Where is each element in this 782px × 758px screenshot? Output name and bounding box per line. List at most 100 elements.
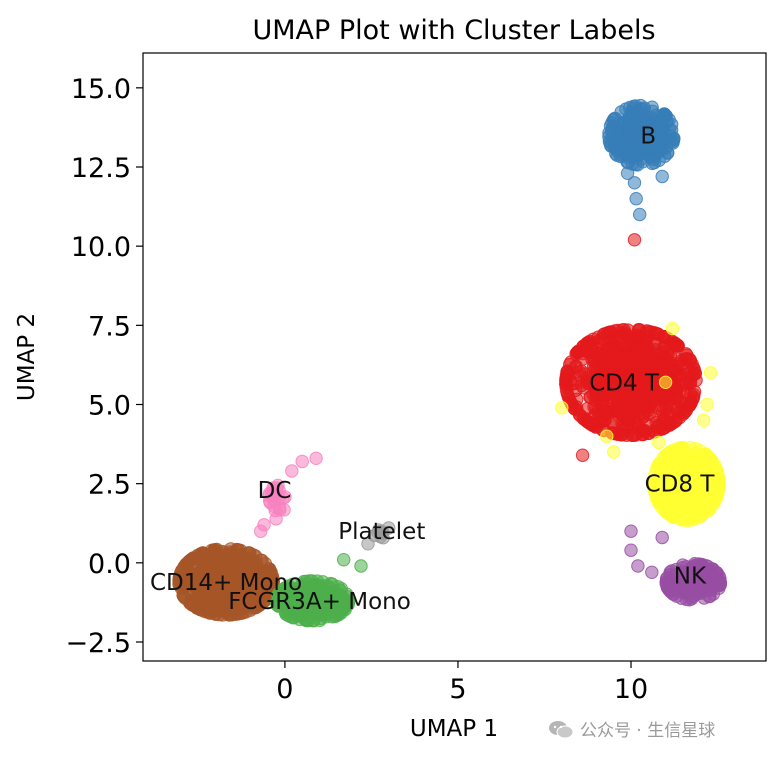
point-cd4-t [601,326,615,340]
point-cd14-mono [212,562,226,576]
point-b [620,166,635,181]
point-cd4-t [631,377,645,392]
point-nk [645,565,659,579]
point-b [627,176,642,190]
point-nk [655,530,669,545]
point-nk [691,582,705,597]
y-tick-label: 10.0 [71,232,131,263]
y-tick-label: 0.0 [88,549,131,580]
cluster-label-nk: NK [674,564,707,590]
y-tick-label: 15.0 [71,74,131,105]
point-cd4-t [636,409,650,424]
x-axis-label: UMAP 1 [410,716,498,742]
point-cd8-t [607,445,621,459]
point-b [641,134,656,149]
point-cd8-t [652,456,666,471]
point-b [633,207,647,222]
point-cd4-t [560,387,575,401]
point-cd8-t [669,448,684,463]
watermark-text: 公众号 · 生信星球 [580,721,716,741]
point-nk [711,578,726,592]
point-cd4-t [656,350,670,365]
point-platelet [361,537,375,551]
point-b [628,150,642,165]
point-cd4-t [568,376,582,391]
cluster-label-cd8-t: CD8 T [645,472,716,498]
point-dc [266,481,280,495]
chart-title: UMAP Plot with Cluster Labels [252,15,655,46]
point-cd4-t [583,337,598,351]
point-cd8-t [703,502,717,516]
point-cd4-t [586,365,600,379]
point-dc [285,464,299,478]
point-cd4-t [664,336,678,350]
wechat-icon [549,721,574,739]
point-fcgr3a-mono [308,583,322,597]
point-dc [309,451,323,465]
watermark: 公众号 · 生信星球 [548,716,715,741]
point-cd4-t [628,391,642,405]
point-cd14-mono [254,569,268,584]
point-b [655,169,669,184]
point-cd14-mono [183,568,197,582]
point-cd4-t [574,364,588,378]
point-cd4-t [641,340,655,355]
point-nk [694,569,709,584]
point-nk [692,557,706,571]
cluster-label-fcgr3a-mono: FCGR3A+ Mono [228,589,411,615]
plot-frame [142,52,767,662]
point-cd4-t [634,361,649,376]
point-fcgr3a-mono [301,593,316,608]
point-fcgr3a-mono [326,600,340,615]
cluster-label-cd14-mono: CD14+ Mono [150,570,302,596]
point-cd8-t [678,457,692,472]
y-tick-label: 12.5 [71,153,131,184]
point-fcgr3a-mono [306,613,320,628]
point-cd4-t [678,405,692,419]
point-nk [678,578,692,593]
cluster-labels: B CD4 T CD8 T NK DC Platelet CD14+ MonoFCGR3A+… [150,123,716,615]
cluster-label-b: B [640,123,656,149]
point-cd14-mono [209,543,223,557]
point-cd14-mono [236,595,251,610]
point-dc [295,454,309,469]
point-cd8-t [555,401,569,415]
point-cd14-mono [172,578,186,592]
point-cd14-mono [247,559,261,574]
point-cd4-t [663,418,677,432]
point-cd8-t [673,496,687,510]
point-cd14-mono [185,552,199,566]
cluster-label-cd4-t: CD4 T [589,370,660,396]
point-b [607,112,621,126]
point-platelet [382,521,396,535]
y-axis: −2.5 0.0 2.5 5.0 7.5 10.0 12.5 15.0 [65,74,143,659]
point-cd8-t [703,366,718,380]
point-nk [624,524,638,538]
point-cd8-t [708,459,722,473]
point-cd14-mono [211,575,225,590]
point-cd4-t [646,388,660,402]
point-cd8-t [665,321,680,336]
y-tick-label: 5.0 [88,391,131,422]
point-fcgr3a-mono [354,559,368,573]
point-cd4-t [567,402,582,416]
point-cd8-t [658,375,673,389]
point-cd4-t [683,353,697,367]
point-cd14-mono [232,566,246,580]
point-b [663,123,677,138]
point-fcgr3a-mono [337,553,351,567]
point-cd14-mono [266,574,280,588]
point-nk [660,581,675,595]
point-b [620,128,634,142]
point-cd14-mono [208,607,223,621]
point-nk [624,543,638,557]
point-cd4-t [680,376,694,390]
point-cd14-mono [231,543,246,557]
point-cd4-t [656,400,670,414]
x-tick-label: 10 [614,674,648,705]
point-cd4-t [620,338,635,352]
point-b [610,138,624,152]
point-cd8-t [652,435,666,450]
point-cd8-t [665,473,679,487]
